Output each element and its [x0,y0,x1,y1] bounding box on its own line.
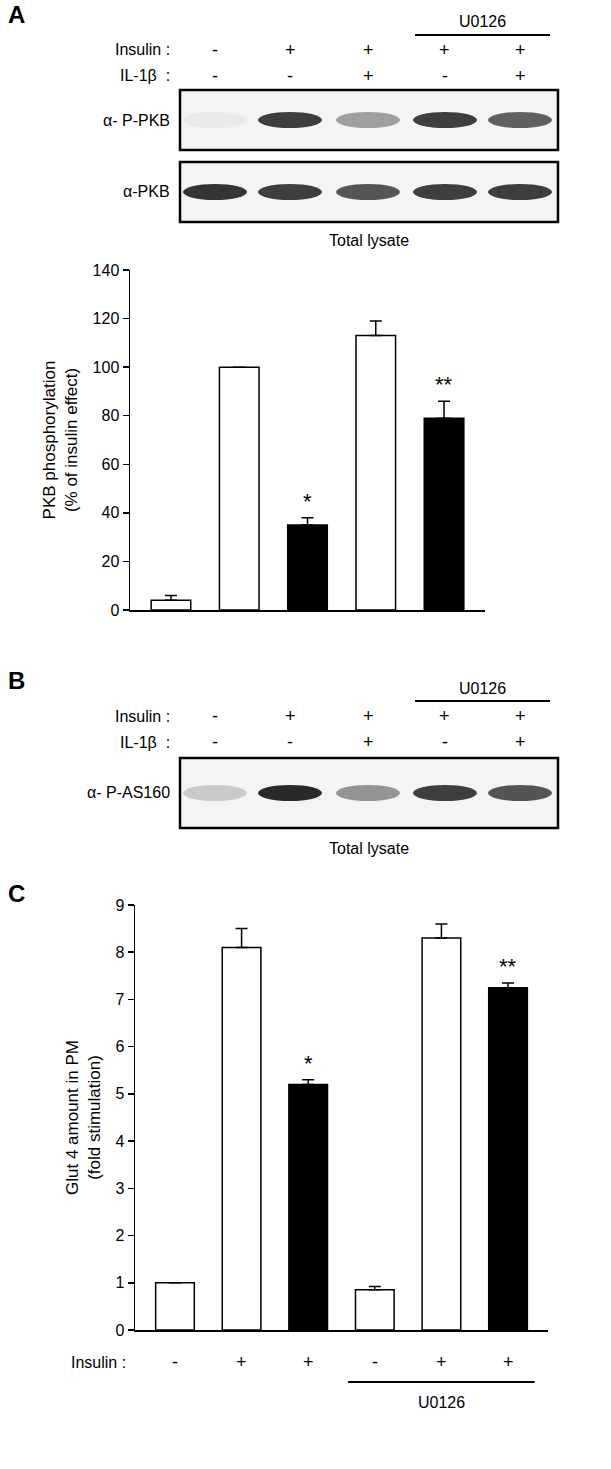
svg-text:60: 60 [102,456,120,473]
svg-text:20: 20 [102,553,120,570]
svg-text:+: + [515,732,526,752]
svg-text:**: ** [435,372,453,397]
svg-text:IL-1β :: IL-1β : [120,67,170,84]
svg-text:100: 100 [93,359,120,376]
svg-text:PKB phosphorylation(% of insul: PKB phosphorylation(% of insulin effect) [40,361,81,520]
svg-text:+: + [285,706,296,726]
svg-text:4: 4 [115,1133,124,1150]
svg-text:40: 40 [102,504,120,521]
svg-text:-: - [212,66,218,86]
svg-text:-: - [287,732,293,752]
svg-text:6: 6 [115,1038,124,1055]
svg-text:Total lysate: Total lysate [329,232,409,249]
svg-text:Insulin :: Insulin : [71,1354,126,1371]
svg-text:α- P-AS160: α- P-AS160 [87,784,170,801]
svg-text:+: + [439,706,450,726]
svg-text:120: 120 [93,310,120,327]
svg-text:0: 0 [110,602,119,619]
svg-text:0: 0 [115,1322,124,1339]
svg-text:A: A [8,1,25,28]
svg-text:U0126: U0126 [459,13,506,30]
svg-text:80: 80 [102,407,120,424]
svg-text:+: + [363,732,374,752]
svg-text:-: - [372,1352,378,1372]
svg-text:+: + [363,66,374,86]
svg-text:U0126: U0126 [418,1394,465,1411]
svg-text:7: 7 [115,991,124,1008]
svg-text:U0126: U0126 [459,680,506,697]
svg-text:*: * [303,489,312,514]
svg-text:-: - [442,66,448,86]
svg-text:+: + [515,66,526,86]
svg-text:+: + [285,40,296,60]
svg-text:**: ** [499,954,517,979]
svg-text:Total lysate: Total lysate [329,840,409,857]
svg-text:*: * [304,1051,313,1076]
svg-text:+: + [363,40,374,60]
svg-text:+: + [439,40,450,60]
svg-text:1: 1 [115,1274,124,1291]
svg-text:+: + [236,1352,247,1372]
svg-text:+: + [515,706,526,726]
svg-text:-: - [442,732,448,752]
svg-text:+: + [436,1352,447,1372]
svg-text:IL-1β :: IL-1β : [120,734,170,751]
svg-text:+: + [503,1352,514,1372]
svg-text:+: + [363,706,374,726]
svg-text:-: - [172,1352,178,1372]
svg-text:-: - [287,66,293,86]
svg-text:5: 5 [115,1085,124,1102]
svg-text:B: B [8,667,25,694]
svg-text:Insulin :: Insulin : [115,41,170,58]
svg-text:-: - [212,732,218,752]
svg-text:α-PKB: α-PKB [123,183,170,200]
svg-text:-: - [212,706,218,726]
svg-text:+: + [515,40,526,60]
svg-text:α- P-PKB: α- P-PKB [103,112,170,129]
svg-text:3: 3 [115,1180,124,1197]
svg-text:+: + [303,1352,314,1372]
svg-text:C: C [8,880,25,907]
svg-text:140: 140 [93,262,120,279]
svg-text:2: 2 [115,1227,124,1244]
svg-text:8: 8 [115,944,124,961]
svg-text:9: 9 [115,897,124,914]
svg-text:Insulin :: Insulin : [115,708,170,725]
svg-text:-: - [212,40,218,60]
svg-text:Glut 4 amount in PM(fold stimu: Glut 4 amount in PM(fold stimulation) [63,1040,104,1195]
